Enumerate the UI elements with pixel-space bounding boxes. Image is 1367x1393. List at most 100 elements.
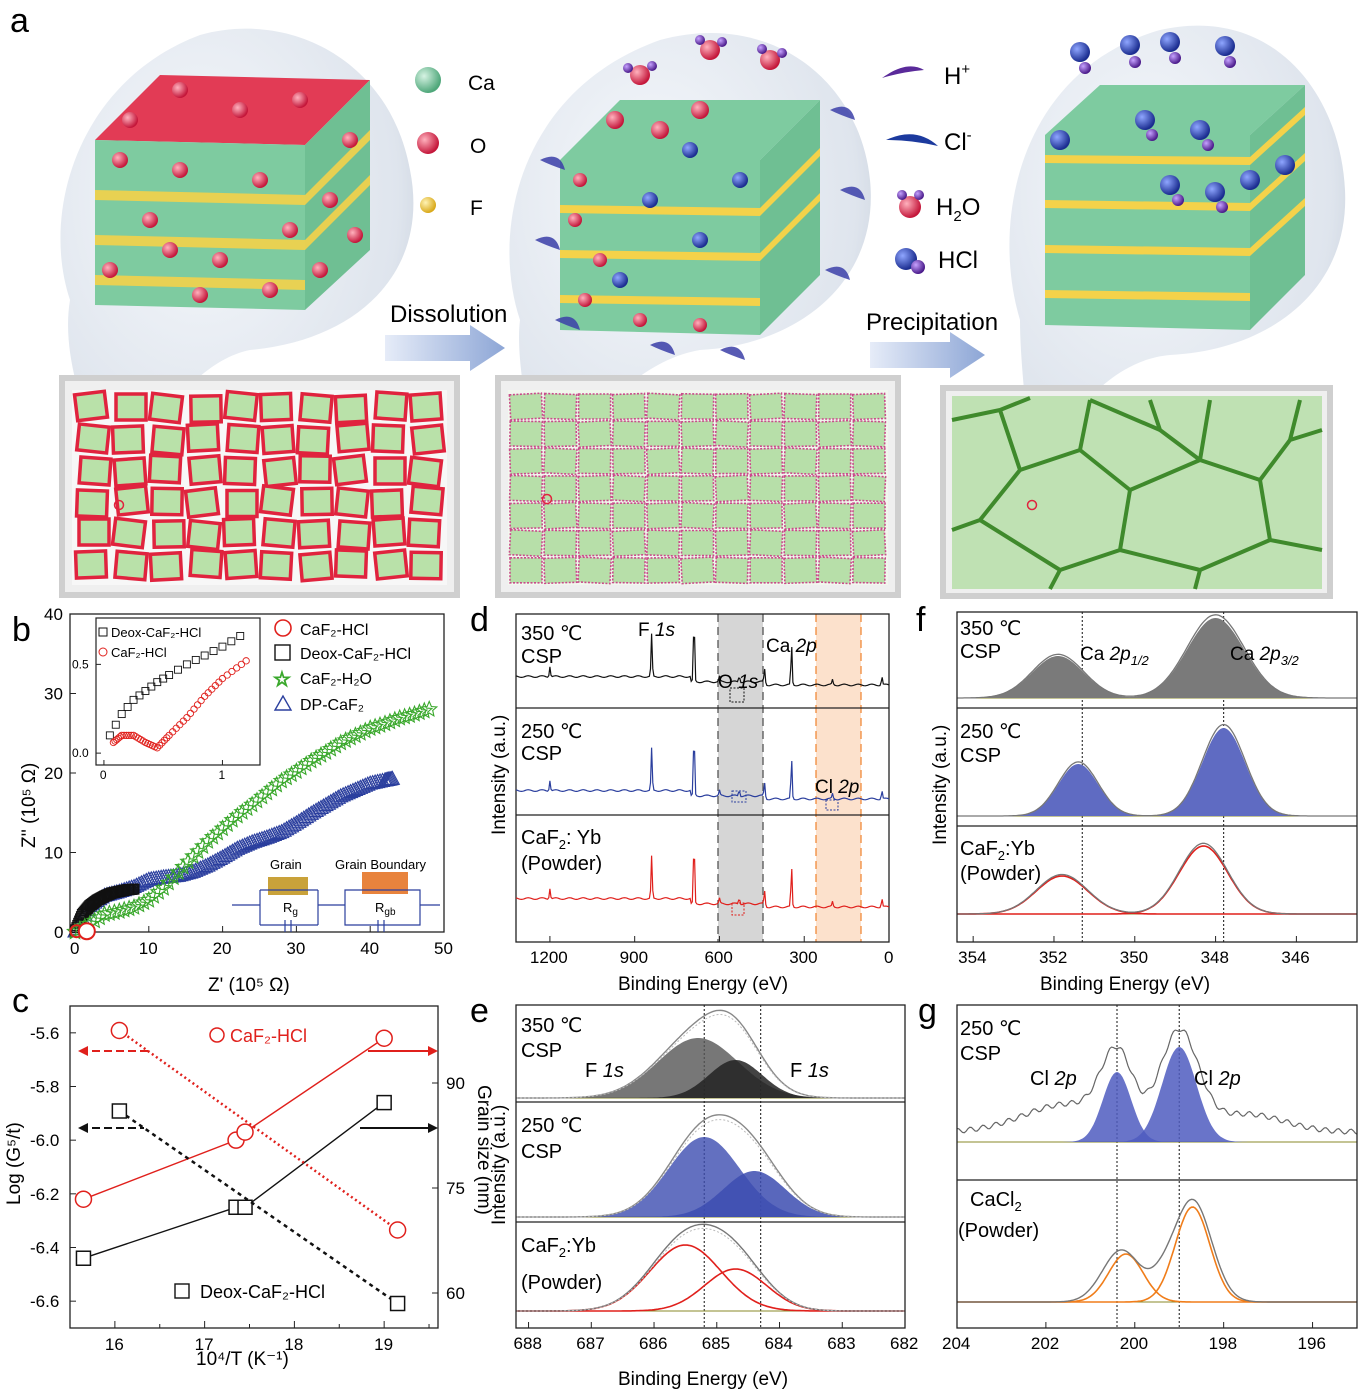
inset-point-hcl bbox=[160, 736, 169, 744]
grain bbox=[409, 423, 447, 456]
grain bbox=[817, 393, 852, 420]
data-point bbox=[74, 1190, 93, 1208]
grain bbox=[783, 420, 818, 448]
grain bbox=[748, 528, 784, 558]
inset-point-hcl bbox=[163, 734, 171, 742]
envelope bbox=[957, 1198, 1357, 1303]
data-point-caf2-h2o bbox=[169, 862, 188, 880]
data-point bbox=[111, 1103, 128, 1119]
y-tick-label: 40 bbox=[44, 605, 63, 624]
inset-point-hcl bbox=[158, 739, 166, 747]
grain bbox=[150, 424, 186, 457]
f-atom-icon bbox=[420, 197, 436, 213]
grain bbox=[543, 392, 578, 421]
grain bbox=[223, 548, 259, 581]
x-tick-label: 0 bbox=[70, 939, 79, 958]
trace-e-2-form: (Powder) bbox=[521, 1272, 602, 1294]
data-point-dp-caf2 bbox=[256, 829, 273, 845]
plot-frame-e bbox=[515, 1004, 906, 1329]
legend-b-2: CaF₂-H₂O bbox=[300, 671, 372, 688]
data-point-dp-caf2 bbox=[251, 831, 268, 847]
legend-marker-triangle-icon bbox=[273, 694, 293, 711]
x-tick-label: 16 bbox=[105, 1335, 124, 1354]
y-tick-label: 10 bbox=[44, 844, 63, 863]
fit-component bbox=[957, 728, 1357, 816]
x-tick-label: 198 bbox=[1209, 1334, 1237, 1353]
grain bbox=[77, 517, 111, 547]
grain bbox=[225, 422, 261, 455]
y-tick-label: -5.6 bbox=[30, 1024, 59, 1043]
data-point-dp-caf2 bbox=[138, 872, 155, 888]
grain bbox=[851, 392, 887, 421]
inset-y-tick: 0.5 bbox=[72, 657, 89, 671]
inset-x-tick: 1 bbox=[218, 768, 225, 782]
trace-e-0-mode: CSP bbox=[521, 1040, 562, 1062]
grain bbox=[646, 420, 681, 448]
inset-point-hcl bbox=[190, 705, 198, 713]
circuit-boundary-label: Grain Boundary bbox=[335, 857, 427, 872]
grain bbox=[77, 455, 113, 487]
ylabel-b: Z'' (10⁵ Ω) bbox=[19, 763, 40, 848]
grain bbox=[336, 519, 372, 551]
peak-ca2p32: Ca 2p3/2 bbox=[1230, 644, 1300, 668]
series-label-deox-marker bbox=[174, 1283, 190, 1299]
inset-point-deox bbox=[218, 642, 227, 651]
data-point-dp-caf2 bbox=[263, 827, 280, 842]
grain bbox=[297, 453, 333, 485]
grain bbox=[333, 393, 369, 425]
y-tick-label: 30 bbox=[44, 685, 63, 704]
grain bbox=[680, 556, 715, 585]
xps-survey-trace bbox=[515, 855, 890, 909]
grain bbox=[611, 528, 647, 558]
grain bbox=[110, 516, 148, 550]
grain bbox=[371, 516, 407, 548]
inset-b: 0 1 0.0 0.5 Deox-CaF₂-HCl CaF₂-HCl bbox=[72, 617, 261, 782]
peak-cl2p-d: Cl 2p bbox=[815, 777, 859, 798]
x-tick-label: 684 bbox=[765, 1334, 793, 1353]
inset-point-hcl bbox=[120, 731, 128, 740]
grain bbox=[542, 446, 578, 476]
crystal-cube-oxidized bbox=[95, 75, 370, 310]
data-point-caf2-h2o bbox=[184, 847, 203, 865]
chart-f: 354 352 350 348 346 Binding Energy (eV) Inte… bbox=[930, 611, 1358, 995]
grain bbox=[372, 548, 410, 581]
grain bbox=[222, 389, 260, 423]
grain bbox=[680, 392, 715, 421]
grain bbox=[645, 392, 681, 421]
series-line bbox=[118, 1109, 399, 1305]
raw-data bbox=[516, 1119, 905, 1218]
legend-marker-square-icon bbox=[274, 644, 291, 661]
inset-point-hcl bbox=[193, 701, 202, 709]
x-tick-label: 686 bbox=[639, 1334, 667, 1353]
grain bbox=[783, 475, 818, 502]
plot-frame-d bbox=[515, 613, 890, 943]
peak-cl2p-right: Cl 2p bbox=[1194, 1068, 1241, 1090]
x-tick-label: 204 bbox=[942, 1334, 970, 1353]
legend-b: CaF₂-HCl Deox-CaF₂-HCl ☆ CaF₂-H₂O DP-CaF… bbox=[272, 619, 411, 714]
microstructure-precipitated bbox=[940, 385, 1333, 599]
inset-point-deox bbox=[174, 665, 182, 674]
grain bbox=[680, 529, 715, 557]
x-tick-label: 30 bbox=[286, 939, 305, 958]
grain bbox=[147, 453, 183, 485]
y-tick-label: -6.4 bbox=[30, 1239, 59, 1258]
grain bbox=[543, 529, 578, 557]
grain bbox=[113, 549, 149, 582]
grain bbox=[748, 474, 784, 503]
grain bbox=[406, 517, 442, 549]
grain bbox=[508, 392, 544, 421]
inset-point-deox bbox=[105, 731, 114, 740]
trace-d-0-temp: 350 ℃ bbox=[521, 623, 582, 645]
x-tick-label: 0 bbox=[884, 948, 893, 967]
legend-b-1: Deox-CaF₂-HCl bbox=[300, 646, 411, 663]
x-tick-label: 352 bbox=[1039, 948, 1067, 967]
xlabel-e: Binding Energy (eV) bbox=[618, 1369, 788, 1390]
grain bbox=[508, 447, 544, 475]
inset-point-hcl bbox=[233, 664, 241, 672]
fit-component bbox=[516, 1038, 905, 1098]
grain bbox=[714, 502, 749, 530]
grain bbox=[112, 456, 148, 488]
grain bbox=[74, 422, 112, 455]
